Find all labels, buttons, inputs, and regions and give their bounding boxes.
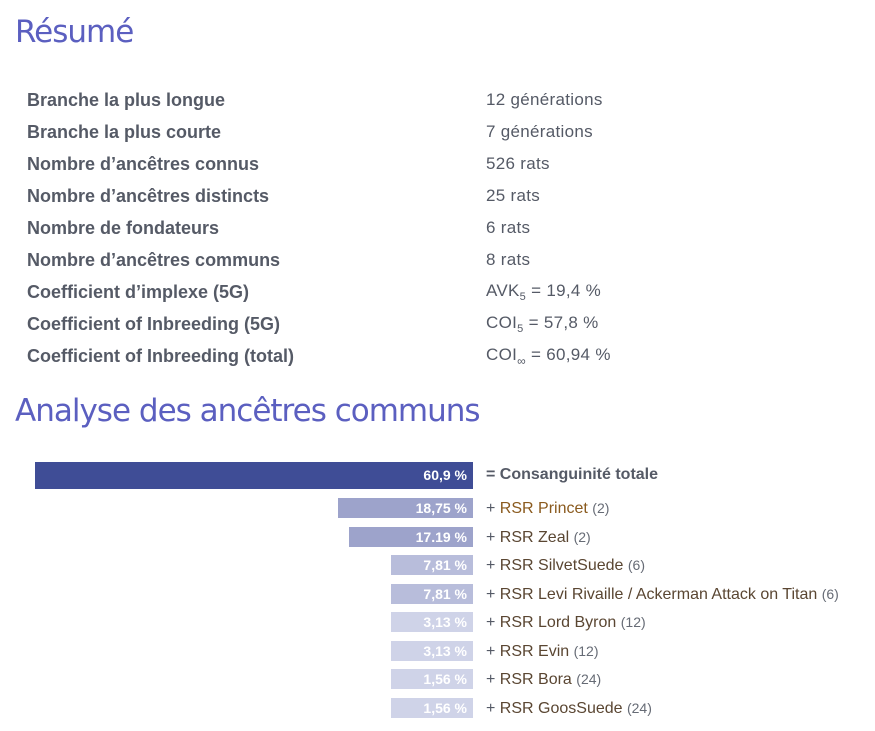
ancestor-label: + RSR Zeal (2) [486, 526, 591, 549]
ancestor-bar: 7,81 % [391, 583, 473, 604]
summary-row: Nombre d’ancêtres distincts 25 rats [27, 180, 847, 212]
ancestor-count: (6) [627, 557, 645, 573]
ancestor-count: (24) [576, 671, 602, 687]
ancestor-name-link[interactable]: RSR Princet [499, 500, 588, 517]
total-label: = Consanguinité totale [486, 466, 659, 483]
coefficient-subscript: 5 [517, 323, 524, 335]
coefficient-value: AVK5 = 19,4 % [486, 281, 601, 303]
summary-label: Nombre d’ancêtres distincts [27, 185, 270, 206]
ancestor-label: + RSR GoosSuede (24) [486, 697, 652, 720]
ancestor-name-link[interactable]: RSR Bora [499, 671, 572, 688]
ancestor-count: (2) [592, 500, 610, 516]
ancestor-count: (6) [821, 585, 839, 602]
ancestor-row: 3,13 % + RSR Evin (12) [0, 638, 875, 667]
ancestor-label: + RSR Levi Rivaille / Ackerman Attack on… [486, 583, 839, 606]
ancestor-label: + RSR Princet (2) [486, 497, 609, 520]
coefficient-row-coi-total: Coefficient of Inbreeding (total) COI∞ =… [27, 340, 847, 372]
ancestor-prefix: + [486, 528, 500, 546]
coefficient-subscript: ∞ [517, 353, 526, 368]
ancestor-bar: 1,56 % [391, 669, 473, 689]
ancestor-label: + RSR Evin (12) [486, 640, 599, 663]
ancestor-list: 18,75 % + RSR Princet (2) 17.19 % + RSR Zea… [0, 495, 875, 723]
summary-row: Nombre de fondateurs 6 rats [27, 212, 847, 244]
coefficient-prefix: COI [486, 313, 518, 332]
ancestor-prefix: + [486, 500, 500, 517]
ancestor-prefix: + [486, 642, 500, 660]
summary-label: Nombre d’ancêtres connus [27, 153, 260, 174]
ancestor-label: + RSR Lord Byron (12) [486, 611, 646, 634]
coefficient-label: Coefficient of Inbreeding (total) [27, 345, 294, 366]
summary-row: Nombre d’ancêtres communs 8 rats [27, 244, 847, 276]
ancestor-row: 7,81 % + RSR SilvetSuede (6) [0, 552, 875, 581]
total-bar: 60,9 % [35, 462, 473, 489]
summary-row: Branche la plus longue 12 générations [27, 84, 847, 116]
ancestor-label: + RSR SilvetSuede (6) [486, 554, 645, 577]
ancestor-bar: 3,13 % [391, 640, 473, 661]
ancestor-prefix: + [486, 585, 500, 603]
ancestor-bar: 18,75 % [338, 498, 473, 518]
coefficient-number: = 19,4 % [531, 281, 602, 300]
ancestor-row: 17.19 % + RSR Zeal (2) [0, 524, 875, 553]
coefficient-value: COI5 = 57,8 % [486, 313, 599, 335]
ancestor-bar: 7,81 % [391, 555, 473, 575]
ancestor-name-link[interactable]: RSR Zeal [499, 528, 570, 546]
ancestor-label: + RSR Bora (24) [486, 668, 601, 691]
summary-label: Branche la plus longue [27, 89, 226, 110]
coefficient-prefix: AVK [486, 281, 520, 300]
summary-label: Nombre d’ancêtres communs [27, 249, 281, 270]
ancestor-row: 18,75 % + RSR Princet (2) [0, 495, 875, 524]
ancestor-row: 7,81 % + RSR Levi Rivaille / Ackerman Att… [0, 581, 875, 610]
total-row: 60,9 % = Consanguinité totale [0, 461, 875, 495]
ancestor-count: (12) [620, 614, 646, 630]
ancestor-name-link[interactable]: RSR Evin [499, 642, 570, 660]
summary-table: Branche la plus longue 12 générations Br… [27, 84, 847, 372]
coefficient-number: = 60,94 % [531, 344, 611, 364]
analysis-title: Analyse des ancêtres communs [15, 393, 481, 429]
ancestor-bar: 1,56 % [391, 697, 473, 718]
coefficient-label: Coefficient of Inbreeding (5G) [27, 313, 281, 334]
ancestor-name-link[interactable]: RSR Levi Rivaille / Ackerman Attack on T… [499, 585, 818, 603]
summary-value: 12 générations [486, 90, 603, 109]
summary-row: Nombre d’ancêtres connus 526 rats [27, 148, 847, 180]
ancestor-name-link[interactable]: RSR SilvetSuede [499, 557, 624, 574]
ancestor-count: (12) [573, 642, 599, 659]
ancestor-count: (2) [573, 528, 591, 545]
summary-value: 25 rats [486, 186, 541, 205]
ancestor-bar: 3,13 % [391, 612, 473, 632]
summary-label: Nombre de fondateurs [27, 217, 220, 238]
coefficient-prefix: COI [486, 344, 518, 364]
ancestor-row: 3,13 % + RSR Lord Byron (12) [0, 609, 875, 638]
summary-title: Résumé [15, 14, 134, 50]
ancestor-bar: 17.19 % [349, 526, 473, 547]
ancestor-prefix: + [486, 557, 500, 574]
ancestor-name-link[interactable]: RSR GoosSuede [499, 699, 623, 717]
coefficient-row-avk5: Coefficient d’implexe (5G) AVK5 = 19,4 % [27, 276, 847, 308]
summary-value: 6 rats [486, 218, 531, 237]
coefficient-label: Coefficient d’implexe (5G) [27, 281, 250, 302]
ancestor-row: 1,56 % + RSR GoosSuede (24) [0, 695, 875, 724]
ancestor-name-link[interactable]: RSR Lord Byron [499, 614, 617, 631]
summary-value: 7 générations [486, 122, 593, 141]
ancestor-prefix: + [486, 671, 500, 688]
coefficient-number: = 57,8 % [528, 313, 599, 332]
summary-row: Branche la plus courte 7 générations [27, 116, 847, 148]
coefficient-subscript: 5 [519, 291, 527, 303]
ancestor-count: (24) [626, 699, 652, 716]
ancestor-prefix: + [486, 699, 500, 717]
summary-label: Branche la plus courte [27, 121, 222, 142]
coefficient-value: COI∞ = 60,94 % [486, 345, 611, 368]
ancestor-row: 1,56 % + RSR Bora (24) [0, 666, 875, 695]
common-ancestors-chart: 60,9 % = Consanguinité totale 18,75 % + R… [0, 461, 875, 723]
ancestor-prefix: + [486, 614, 500, 631]
coefficient-row-coi5: Coefficient of Inbreeding (5G) COI5 = 57… [27, 308, 847, 340]
summary-value: 8 rats [486, 250, 531, 269]
summary-value: 526 rats [486, 154, 550, 173]
